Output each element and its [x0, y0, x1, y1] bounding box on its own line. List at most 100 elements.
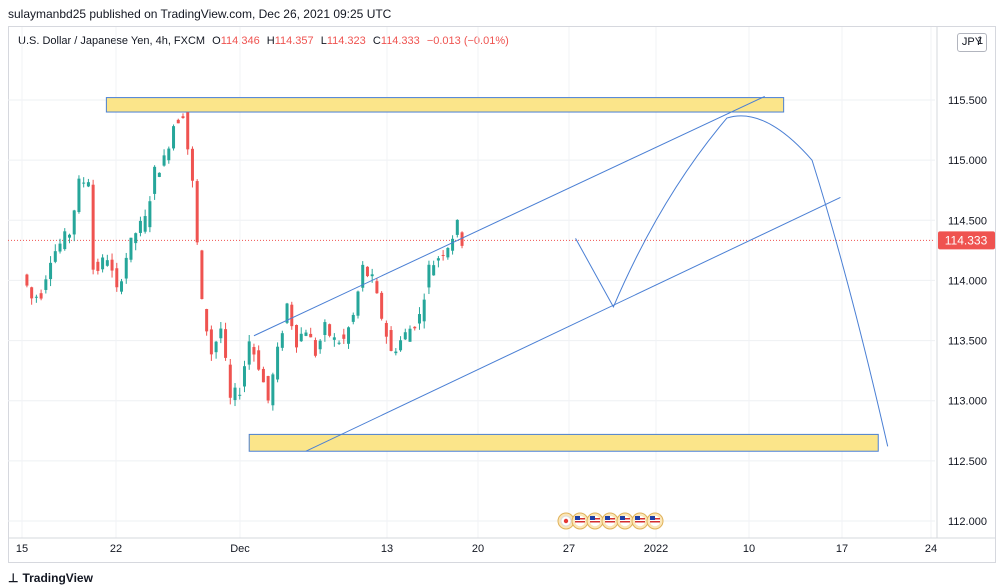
candle-body: [200, 250, 204, 299]
candle-body: [224, 329, 228, 358]
candle-body: [365, 266, 369, 277]
candle-body: [252, 347, 256, 355]
zones: [8, 97, 935, 452]
candles: [25, 112, 464, 411]
last-price-label: 114.333: [945, 233, 988, 247]
publish-info: sulaymanbd25 published on TradingView.co…: [8, 7, 392, 21]
candle-body: [167, 148, 171, 161]
candle-body: [39, 293, 43, 299]
candle-body: [337, 342, 341, 344]
x-tick-label: 22: [110, 543, 122, 555]
flag-canton: [620, 516, 625, 520]
y-tick-label: 112.500: [948, 456, 987, 468]
x-tick-label: 2022: [644, 543, 668, 555]
candle-body: [190, 148, 194, 181]
flag-stripe: [605, 521, 615, 523]
candle-body: [446, 248, 450, 258]
currency-badge[interactable]: JPY: [957, 33, 987, 52]
candle-body: [34, 296, 38, 298]
candle-body: [347, 327, 351, 344]
candle-body: [242, 366, 246, 387]
candle-body: [238, 394, 242, 396]
candle-body: [205, 309, 209, 332]
channel-lower-line: [305, 196, 841, 452]
candle-body: [105, 260, 109, 266]
candle-body: [134, 233, 138, 244]
legend-open-label: O: [212, 35, 221, 47]
y-tick-label: 114.500: [948, 215, 987, 227]
candle-body: [63, 231, 67, 250]
candle-body: [399, 340, 403, 351]
candle-body: [195, 181, 199, 243]
event-flag-us-icon[interactable]: [616, 512, 634, 530]
x-tick-label: 13: [381, 543, 393, 555]
candle-body: [53, 251, 57, 262]
candle-body: [257, 350, 261, 370]
legend-close-label: C: [372, 35, 381, 47]
candle-body: [299, 333, 303, 342]
candle-body: [138, 220, 142, 233]
resistance-zone: [105, 97, 785, 113]
candle-body: [82, 182, 86, 184]
candle-body: [266, 376, 270, 401]
candle-body: [214, 341, 218, 353]
last-price-badge: [938, 231, 995, 250]
candle-body: [86, 182, 90, 187]
candle-body: [417, 314, 421, 324]
candle-body: [361, 264, 365, 288]
flag-canton: [590, 516, 595, 520]
x-tick-label: 10: [743, 543, 755, 555]
legend-change: −0.013 (−0.01%): [426, 35, 509, 47]
flag-stripe: [650, 521, 660, 523]
candle-body: [157, 172, 161, 177]
candle-body: [153, 166, 157, 194]
event-flag-us-icon[interactable]: [631, 512, 649, 530]
candle-body: [422, 299, 426, 322]
candle-body: [181, 116, 185, 118]
channel-upper-line: [253, 95, 765, 337]
candle-body: [280, 333, 284, 348]
candle-body: [58, 243, 62, 252]
candle-body: [290, 304, 294, 327]
event-flag-jp-icon[interactable]: [557, 512, 575, 530]
chart-frame: [8, 26, 996, 563]
candle-body: [427, 264, 431, 288]
drawings: [253, 95, 889, 452]
candle-body: [455, 219, 459, 235]
x-tick-label: Dec: [230, 543, 250, 555]
candle-body: [356, 291, 360, 316]
economic-events[interactable]: [557, 512, 664, 530]
flag-stripe: [590, 521, 600, 523]
candle-body: [91, 184, 95, 270]
y-tick-label: 112.000: [948, 516, 987, 528]
candle-body: [432, 265, 436, 276]
event-flag-us-icon[interactable]: [601, 512, 619, 530]
event-flag-us-icon[interactable]: [586, 512, 604, 530]
candle-body: [309, 333, 313, 338]
candle-body: [148, 201, 152, 228]
flag-canton: [605, 516, 610, 520]
candle-body: [441, 254, 445, 256]
candle-body: [124, 257, 128, 279]
candle-body: [186, 112, 190, 150]
legend-low: 114.323: [326, 35, 366, 47]
tradingview-logo-icon: ⊥: [8, 571, 19, 585]
last-price-tag: 114.333: [938, 231, 995, 250]
candle-body: [323, 322, 327, 335]
candle-body: [332, 337, 336, 340]
flag-stripe: [635, 521, 645, 523]
event-flag-us-icon[interactable]: [646, 512, 664, 530]
candle-body: [285, 303, 289, 323]
legend-high: 114.357: [274, 35, 314, 47]
x-tick-label: 24: [925, 543, 937, 555]
event-flag-us-icon[interactable]: [571, 512, 589, 530]
candle-body: [176, 119, 180, 124]
candle-body: [219, 328, 223, 339]
projection-path: [575, 115, 889, 447]
x-tick-label: 15: [16, 543, 28, 555]
candle-body: [44, 279, 48, 290]
flag-stripe: [620, 521, 630, 523]
legend-low-label: L: [320, 35, 327, 47]
candle-body: [384, 322, 388, 337]
